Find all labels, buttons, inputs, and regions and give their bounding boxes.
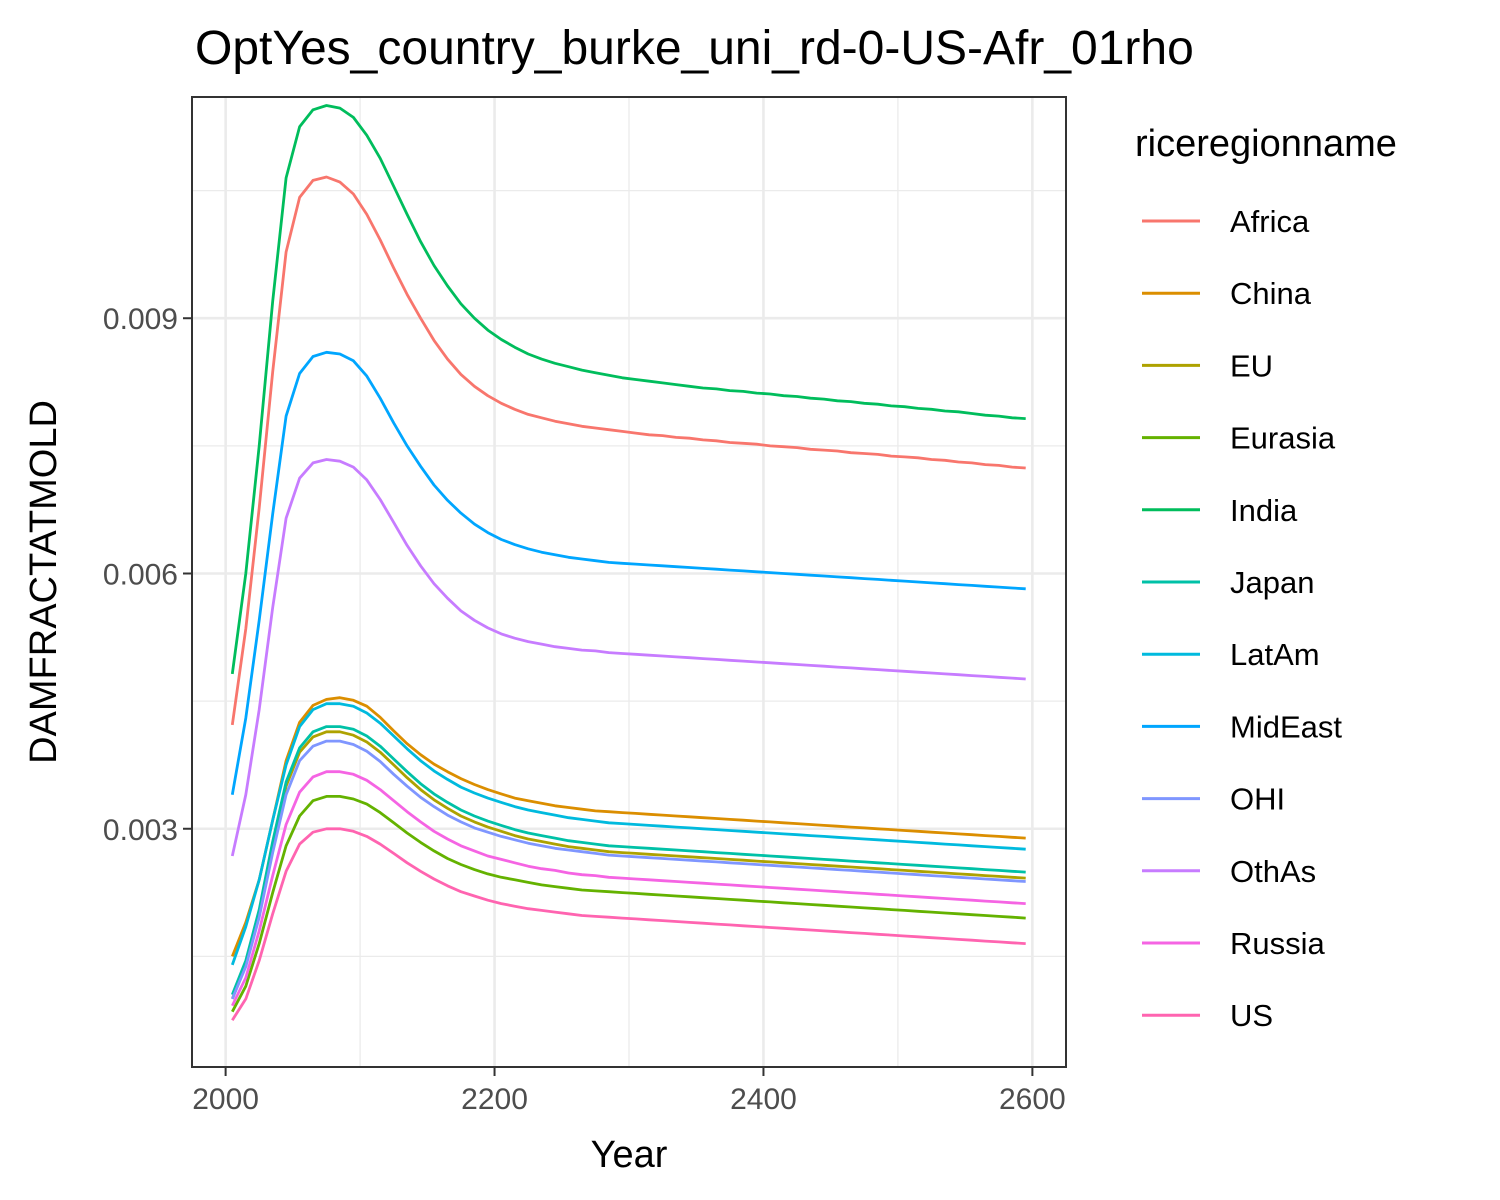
- series-line-eurasia: [231, 795, 1026, 1013]
- x-tick-label: 2400: [730, 1083, 797, 1116]
- legend-item-eu: EU: [1142, 348, 1273, 383]
- legend-label: MidEast: [1230, 709, 1342, 744]
- series-line-mideast: [230, 350, 1026, 795]
- y-tick-label: 0.003: [103, 814, 178, 847]
- legend-label: Russia: [1230, 926, 1326, 961]
- series-line-eu: [230, 730, 1026, 1000]
- x-tick-label: 2000: [192, 1083, 259, 1116]
- x-tick-label: 2600: [999, 1083, 1066, 1116]
- series-line-africa: [230, 175, 1026, 726]
- series-line-us: [231, 827, 1026, 1021]
- x-tick-label: 2200: [461, 1083, 528, 1116]
- y-axis-title: DAMFRACTATMOLD: [23, 400, 65, 764]
- legend-label: US: [1230, 998, 1273, 1033]
- y-tick-label: 0.006: [103, 558, 178, 591]
- legend-item-africa: Africa: [1142, 204, 1310, 239]
- legend-label: Japan: [1230, 565, 1314, 600]
- plot-panel: [191, 96, 1067, 1068]
- legend-label: OthAs: [1230, 854, 1316, 889]
- series-line-othas: [230, 458, 1026, 857]
- series-line-ohi: [231, 739, 1026, 1000]
- x-axis: 2000 2200 2400 2600: [192, 1067, 1066, 1116]
- series-line-india: [230, 104, 1026, 675]
- legend-label: LatAm: [1230, 637, 1320, 672]
- legend-item-eurasia: Eurasia: [1142, 421, 1336, 456]
- series-line-china: [230, 696, 1026, 957]
- legend-item-mideast: MidEast: [1142, 709, 1342, 744]
- major-gridlines: [192, 97, 1066, 1067]
- legend-item-latam: LatAm: [1142, 637, 1320, 672]
- panel-border: [191, 96, 1067, 1068]
- legend-label: Eurasia: [1230, 421, 1336, 456]
- series-line-russia: [231, 770, 1026, 1007]
- legend-label: OHI: [1230, 782, 1285, 817]
- legend: riceregionname Africa China EU Eurasia India…: [1135, 123, 1397, 1033]
- legend-item-china: China: [1142, 276, 1312, 311]
- chart-title: OptYes_country_burke_uni_rd-0-US-Afr_01r…: [195, 22, 1194, 75]
- y-tick-label: 0.009: [103, 303, 178, 336]
- x-axis-title: Year: [591, 1134, 668, 1176]
- series-line-japan: [230, 725, 1026, 996]
- legend-item-japan: Japan: [1142, 565, 1314, 600]
- legend-items: Africa China EU Eurasia India Japan LatAm MidEa…: [1142, 204, 1342, 1033]
- legend-label: EU: [1230, 348, 1273, 383]
- legend-label: China: [1230, 276, 1312, 311]
- legend-item-us: US: [1142, 998, 1273, 1033]
- legend-item-ohi: OHI: [1142, 782, 1285, 817]
- legend-item-russia: Russia: [1142, 926, 1326, 961]
- legend-label: India: [1230, 493, 1298, 528]
- legend-item-india: India: [1142, 493, 1298, 528]
- y-axis: 0.003 0.006 0.009: [103, 303, 192, 847]
- series-line-latam: [230, 702, 1026, 966]
- legend-title: riceregionname: [1135, 123, 1397, 165]
- series-lines: [230, 104, 1026, 1021]
- legend-item-othas: OthAs: [1142, 854, 1316, 889]
- legend-label: Africa: [1230, 204, 1310, 239]
